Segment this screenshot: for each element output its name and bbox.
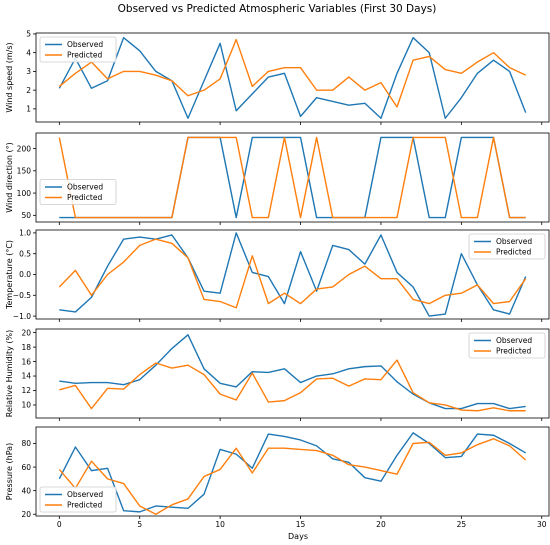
- x-tick-label: 0: [57, 520, 62, 529]
- y-tick-label: 4: [26, 48, 31, 57]
- y-tick-label: 2: [26, 86, 31, 95]
- axes-frame: [35, 132, 550, 223]
- y-axis-label: Wind direction (°): [5, 142, 14, 213]
- y-tick-label: 18: [21, 343, 31, 352]
- x-tick-label: 25: [457, 520, 467, 529]
- panel-3: −1.0 −0.5 0.0 0.5 1.0 Temperature (°C) Observe…: [5, 229, 550, 322]
- x-tick-label: 30: [537, 520, 547, 529]
- series-predicted-line: [58, 38, 526, 108]
- legend-label-observed: Observed: [67, 490, 103, 499]
- panel-1: 1 2 3 4 5 Wind speed (m/s) Observed Predicted: [5, 30, 550, 125]
- series-observed-line: [58, 36, 527, 119]
- y-tick-label: −0.5: [13, 291, 31, 300]
- series-observed-line: [59, 334, 526, 410]
- y-tick-label: 14: [21, 372, 31, 381]
- series-observed-line: [58, 432, 527, 513]
- axes-frame: [35, 32, 550, 123]
- legend-label-observed: Observed: [496, 336, 532, 345]
- y-tick-label: −1.0: [13, 312, 31, 321]
- x-tick-label: 15: [296, 520, 306, 529]
- legend-label-predicted: Predicted: [496, 248, 531, 257]
- legend: Observed Predicted: [39, 486, 117, 513]
- series-predicted-line: [58, 238, 527, 309]
- series-observed-line: [59, 232, 527, 317]
- y-tick-label: 1.0: [19, 229, 31, 238]
- legend: Observed Predicted: [468, 233, 546, 260]
- axes-frame: [35, 426, 550, 517]
- y-tick-label: 20: [21, 328, 31, 337]
- y-tick-label: 16: [21, 357, 31, 366]
- y-tick-label: 0.5: [19, 249, 31, 258]
- y-tick-label: 60: [21, 463, 31, 472]
- axes-frame: [35, 328, 550, 419]
- legend: Observed Predicted: [468, 332, 546, 359]
- y-tick-label: 50: [21, 211, 31, 220]
- y-tick-label: 100: [17, 189, 32, 198]
- x-tick-label: 10: [215, 520, 225, 529]
- legend-label-predicted: Predicted: [67, 193, 102, 202]
- figure-title: Observed vs Predicted Atmospheric Variab…: [118, 3, 437, 15]
- legend-label-observed: Observed: [67, 183, 103, 192]
- legend-label-observed: Observed: [67, 40, 103, 49]
- y-tick-label: 12: [21, 386, 31, 395]
- y-tick-label: 150: [17, 167, 32, 176]
- axes-frame: [35, 229, 550, 320]
- x-tick-label: 5: [137, 520, 142, 529]
- y-axis-label: Temperature (°C): [5, 240, 14, 310]
- y-tick-label: 40: [21, 486, 31, 495]
- series-predicted-line: [59, 359, 526, 412]
- y-tick-label: 0.0: [19, 270, 31, 279]
- panel-4: 10 12 14 16 18 20 Relative Humidity (%) Observe…: [5, 328, 550, 421]
- series-predicted-line: [58, 136, 526, 219]
- legend-label-predicted: Predicted: [496, 347, 531, 356]
- y-tick-label: 200: [17, 144, 32, 153]
- y-tick-label: 1: [26, 105, 31, 114]
- x-axis-label: Days: [288, 532, 308, 541]
- x-tick-label: 20: [376, 520, 386, 529]
- y-tick-label: 20: [21, 510, 31, 519]
- series-predicted-line: [58, 438, 527, 515]
- legend-label-observed: Observed: [496, 237, 532, 246]
- panel-5: 20 40 60 80 0 5 10 15 20 25 30 Pressure (hPa) Observ…: [5, 426, 550, 529]
- y-axis-label: Pressure (hPa): [5, 443, 14, 500]
- y-tick-label: 3: [26, 67, 31, 76]
- legend-label-predicted: Predicted: [67, 51, 102, 60]
- legend-label-predicted: Predicted: [67, 501, 102, 510]
- y-axis-label: Relative Humidity (%): [5, 330, 14, 417]
- legend: Observed Predicted: [39, 36, 117, 63]
- y-tick-label: 10: [21, 401, 31, 410]
- y-tick-label: 5: [26, 30, 31, 39]
- y-axis-label: Wind speed (m/s): [5, 42, 14, 112]
- y-tick-label: 80: [21, 439, 31, 448]
